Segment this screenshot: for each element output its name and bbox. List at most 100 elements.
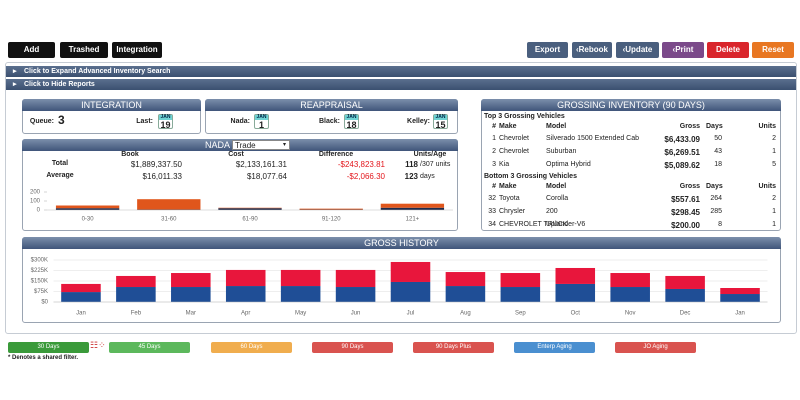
- calendar-day: 19: [160, 120, 171, 130]
- money: $16,011.33: [142, 172, 182, 181]
- value: 3: [58, 113, 65, 127]
- filter-icons: ☷⁘: [90, 340, 106, 350]
- money: $2,133,161.31: [235, 160, 287, 169]
- cell: Chrysler: [499, 208, 526, 215]
- cell: 5: [772, 161, 776, 168]
- cell: 33: [488, 208, 496, 215]
- cell: Chevrolet: [499, 148, 529, 155]
- label: Last:: [136, 118, 153, 125]
- panel: [22, 139, 458, 231]
- panel-header: REAPPRAISAL: [205, 99, 458, 111]
- unit: /307 units: [420, 161, 451, 168]
- cell: 2: [772, 195, 776, 202]
- column-header: Make: [499, 183, 517, 190]
- label: Nada:: [230, 118, 250, 125]
- panel-header: INTEGRATION: [22, 99, 201, 111]
- cell: $5,089.62: [664, 161, 700, 170]
- action-button[interactable]: Export: [527, 42, 568, 58]
- calendar-day: 15: [435, 120, 446, 130]
- column-header: Model: [546, 183, 567, 190]
- column-header: Units: [758, 183, 777, 190]
- column-header: Difference: [318, 151, 354, 158]
- action-button[interactable]: Update: [616, 42, 659, 58]
- calendar: JAN 15: [433, 114, 448, 130]
- cell: 18: [714, 161, 722, 168]
- panel-header: GROSS HISTORY: [22, 237, 781, 249]
- calendar-month: JAN: [159, 114, 172, 120]
- note: * Denotes a shared filter.: [8, 355, 79, 361]
- calendar-month: JAN: [255, 114, 268, 120]
- filter-button[interactable]: 90 Days Plus: [413, 342, 494, 353]
- action-button[interactable]: Rebook: [572, 42, 612, 58]
- calendar: JAN 1: [254, 114, 269, 130]
- action-button[interactable]: Trashed: [60, 42, 108, 58]
- count: 118: [405, 160, 418, 169]
- label: Kelley:: [407, 118, 430, 125]
- column-header: Gross: [679, 183, 700, 190]
- cell: Toyota: [499, 195, 520, 202]
- count: 123: [404, 172, 418, 181]
- cell: 1: [772, 208, 776, 215]
- cell: Silverado 1500 Extended Cab: [546, 135, 640, 142]
- cell: CHEVROLET TRUCK: [499, 221, 568, 228]
- toggle-strip[interactable]: Click to Hide Reports: [6, 79, 796, 90]
- panel-title: NADA: [204, 140, 230, 150]
- money: -$2,066.30: [346, 172, 385, 181]
- cell: $6,433.09: [664, 135, 700, 144]
- calendar-month: JAN: [345, 114, 358, 120]
- column-header: #: [492, 183, 496, 190]
- toggle-strip[interactable]: Click to Expand Advanced Inventory Searc…: [6, 66, 796, 77]
- cell: 1: [772, 148, 776, 155]
- cell: 3: [492, 161, 496, 168]
- cell: 2: [492, 148, 496, 155]
- filter-button[interactable]: Enterp Aging: [514, 342, 595, 353]
- select[interactable]: Trade: [232, 140, 290, 150]
- filter-button[interactable]: 60 Days: [211, 342, 292, 353]
- calendar-day: 1: [258, 120, 264, 130]
- column-header: Units/Age: [413, 151, 447, 158]
- column-header: Make: [499, 123, 517, 130]
- cell: 200: [546, 208, 558, 215]
- calendar-month: JAN: [434, 114, 447, 120]
- cell: Corolla: [546, 195, 569, 202]
- calendar-day: 18: [346, 120, 357, 130]
- cell: $557.61: [671, 195, 700, 204]
- cell: 8: [718, 221, 722, 228]
- filter-button[interactable]: 45 Days: [109, 342, 190, 353]
- cell: Optima Hybrid: [546, 161, 591, 168]
- column-header: Gross: [679, 123, 700, 130]
- filter-button[interactable]: 30 Days: [8, 342, 89, 353]
- action-button[interactable]: Add: [8, 42, 55, 58]
- unit: days: [420, 173, 435, 180]
- action-button[interactable]: Delete: [707, 42, 749, 58]
- column-header: Units: [758, 123, 777, 130]
- calendar: JAN 19: [158, 114, 173, 130]
- row-label: Total: [51, 160, 69, 167]
- filter-button[interactable]: JO Aging: [615, 342, 696, 353]
- cell: Suburban: [546, 148, 577, 155]
- action-button[interactable]: Integration: [112, 42, 162, 58]
- money: -$243,823.81: [337, 160, 385, 169]
- cell: 43: [714, 148, 722, 155]
- cell: $6,269.51: [664, 148, 700, 157]
- label: Black:: [318, 118, 340, 125]
- money: $1,889,337.50: [130, 160, 182, 169]
- cell: 264: [710, 195, 722, 202]
- cell: Uplander-V6: [546, 221, 586, 228]
- cell: 50: [714, 135, 722, 142]
- filter-button[interactable]: 90 Days: [312, 342, 393, 353]
- row-label: Average: [46, 172, 74, 179]
- cell: Kia: [499, 161, 510, 168]
- cell: Chevrolet: [499, 135, 529, 142]
- main-container: [5, 62, 797, 334]
- column-header: Model: [546, 123, 567, 130]
- cell: 1: [772, 221, 776, 228]
- action-button[interactable]: Print: [662, 42, 704, 58]
- column-header: Days: [706, 123, 723, 130]
- panel-header: GROSSING INVENTORY (90 DAYS): [481, 99, 781, 111]
- dropdown-arrow: ▾: [283, 142, 287, 148]
- action-button[interactable]: Reset: [752, 42, 794, 58]
- cell: $200.00: [671, 221, 700, 230]
- cell: 1: [492, 135, 496, 142]
